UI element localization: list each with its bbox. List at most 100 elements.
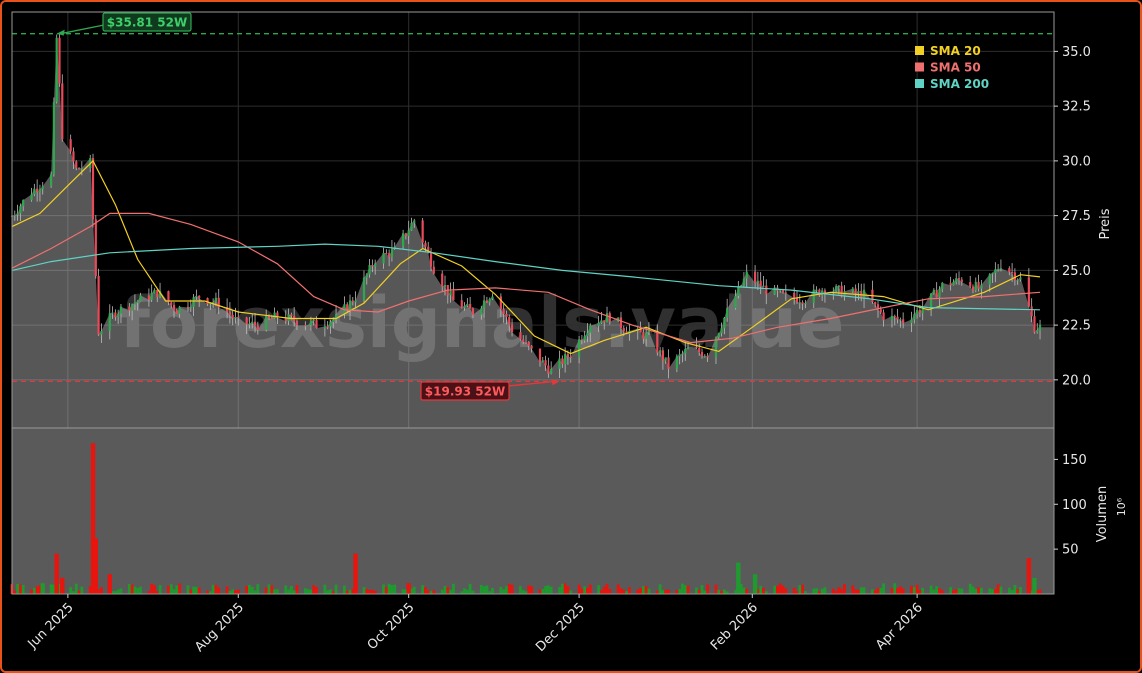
volume-bar [929, 585, 933, 594]
volume-bar [697, 589, 701, 594]
price-tick-label: 22.5 [1062, 319, 1091, 334]
candle-body [460, 300, 463, 308]
candle-body [661, 350, 665, 361]
candle-body [429, 252, 433, 267]
volume-bar [412, 586, 416, 594]
volume-bar [1038, 589, 1042, 594]
volume-bar [236, 589, 240, 594]
candle-body [351, 300, 354, 303]
volume-bar [292, 590, 296, 594]
volume-bar [499, 586, 503, 594]
candle-body [295, 320, 299, 326]
candle-body [971, 286, 975, 291]
volume-bar [831, 588, 835, 594]
high-52w-arrowhead [56, 29, 65, 36]
volume-bar [284, 585, 288, 594]
candle-body [172, 304, 176, 311]
volume-bar [351, 589, 355, 594]
volume-bar [560, 583, 564, 594]
volume-bar [348, 589, 352, 594]
volume-bar [424, 587, 427, 594]
candle-body [75, 161, 78, 168]
volume-bar [675, 589, 679, 594]
volume-bar [823, 587, 827, 594]
volume-bar [798, 584, 802, 594]
volume-bar [781, 585, 785, 594]
candle-body [566, 354, 570, 357]
candle-body [840, 285, 843, 297]
volume-bar [329, 589, 332, 594]
high-52w-arrow [60, 24, 105, 35]
volume-bar [231, 589, 235, 594]
candle-body [874, 301, 877, 305]
candle-body [326, 326, 329, 328]
volume-bar [468, 583, 472, 594]
volume-bar [54, 553, 59, 594]
volume-bar [854, 589, 858, 594]
volume-bar [639, 587, 642, 594]
candle-body [469, 303, 472, 309]
candle-body [960, 279, 963, 283]
candle-body [854, 288, 857, 294]
volume-bar [580, 588, 584, 594]
candle-body [354, 300, 357, 303]
candle-body [136, 301, 139, 303]
volume-bar [938, 588, 941, 594]
volume-bar [695, 587, 698, 594]
volume-bar [172, 589, 176, 594]
candle-body [921, 307, 924, 314]
candle-body [876, 304, 880, 310]
volume-bar [974, 588, 978, 594]
candle-body [745, 271, 748, 279]
volume-bar [678, 589, 682, 594]
candle-body [69, 139, 72, 152]
candle-body [231, 314, 234, 319]
volume-bar [449, 589, 452, 594]
volume-bar [815, 588, 818, 594]
volume-bar [343, 585, 346, 594]
candle-body [245, 317, 248, 325]
candle-body [16, 213, 19, 215]
volume-bar [502, 589, 506, 594]
candle-body [505, 313, 508, 317]
volume-unit-label: 10⁶ [1115, 497, 1128, 516]
volume-bar [1019, 587, 1022, 594]
candle-body [91, 158, 95, 220]
candle-body [762, 285, 765, 287]
volume-bar [625, 591, 628, 594]
candle-body [55, 37, 58, 102]
volume-bar [130, 584, 134, 594]
candle-body [1013, 272, 1016, 281]
candle-body [667, 357, 670, 369]
candle-body [647, 330, 651, 333]
candle-body [131, 304, 134, 311]
volume-bar [390, 585, 394, 594]
candle-body [178, 306, 181, 314]
candle-body [801, 302, 804, 304]
candle-body [994, 269, 997, 274]
price-tick-label: 30.0 [1062, 154, 1091, 169]
candle-body [773, 287, 776, 295]
volume-bar [602, 586, 606, 594]
candle-body [374, 263, 377, 267]
candle-body [307, 325, 310, 327]
candle-body [480, 308, 483, 315]
candle-body [740, 285, 743, 287]
volume-bar [256, 584, 260, 594]
candle-body [385, 252, 388, 254]
volume-bar [49, 584, 53, 594]
volume-bar [588, 584, 592, 594]
candle-body [33, 188, 36, 195]
volume-bar [139, 586, 142, 594]
volume-bar [443, 585, 447, 594]
candle-body [510, 324, 514, 333]
volume-bar [859, 587, 863, 594]
candle-body [150, 292, 153, 300]
candle-body [519, 332, 522, 340]
volume-bar [245, 585, 249, 594]
candle-body [449, 290, 452, 296]
volume-bar [306, 589, 310, 594]
candle-body [586, 332, 589, 337]
candle-body [706, 355, 709, 358]
